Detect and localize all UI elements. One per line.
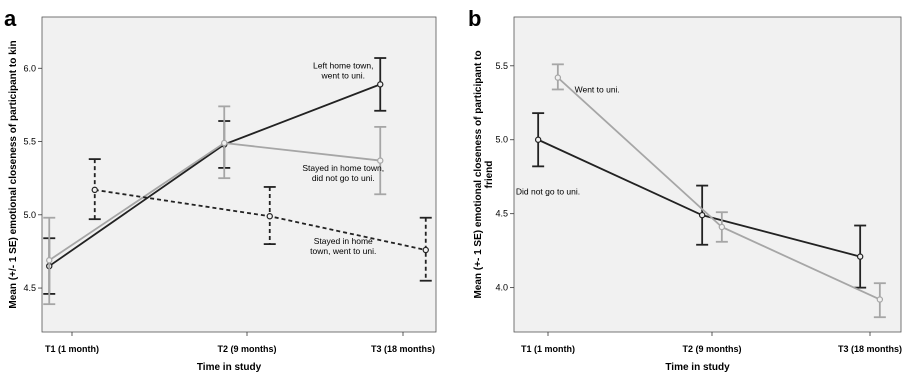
y-axis-title-line: friend — [484, 161, 495, 189]
data-point — [422, 246, 429, 254]
annotation: Stayed in home town, did not go to uni. — [302, 163, 384, 183]
x-tick-label: T2 (9 months) — [217, 344, 276, 354]
data-point — [698, 211, 706, 219]
data-point — [221, 139, 228, 147]
data-point — [856, 253, 864, 260]
annotation-line: Did not go to uni. — [516, 186, 580, 196]
data-point — [718, 223, 726, 231]
data-point — [554, 74, 562, 81]
y-tick-label: 5.5 — [23, 137, 36, 147]
annotation-line: did not go to uni. — [312, 173, 375, 183]
x-tick-label: T1 (1 month) — [45, 344, 99, 354]
data-point — [46, 257, 53, 264]
data-point — [534, 136, 542, 143]
y-axis-title: Mean (+/- 1 SE) emotional closeness of p… — [8, 40, 19, 308]
data-point — [377, 81, 384, 88]
annotation-line: Left home town, — [313, 60, 373, 70]
plot-area — [513, 16, 902, 333]
panel-b: b 4.0 4.5 5.0 5.5 T1 (1 month) T2 (9 months) T3… — [468, 6, 902, 373]
y-tick-label: 5.0 — [495, 135, 508, 145]
data-point — [377, 157, 384, 164]
annotation-line: town, went to uni. — [310, 246, 376, 256]
data-point — [91, 186, 98, 194]
annotation-line: Stayed in home — [314, 236, 373, 246]
x-tick-label: T3 (18 months) — [371, 344, 435, 354]
panel-letter: b — [468, 6, 481, 31]
annotation-line: Stayed in home town, — [302, 163, 384, 173]
y-tick-label: 4.5 — [23, 283, 36, 293]
annotation-line: Went to uni. — [575, 84, 620, 94]
plot-area — [41, 16, 437, 333]
data-point — [876, 296, 884, 303]
annotation: Stayed in home town, went to uni. — [310, 236, 376, 256]
y-tick-label: 4.5 — [495, 209, 508, 219]
x-axis-title: Time in study — [197, 362, 262, 373]
x-tick-label: T3 (18 months) — [838, 344, 902, 354]
x-tick-label: T2 (9 months) — [682, 344, 741, 354]
y-tick-label: 4.0 — [495, 283, 508, 293]
data-point — [266, 213, 273, 220]
x-tick-label: T1 (1 month) — [521, 344, 575, 354]
y-tick-label: 6.0 — [23, 63, 36, 73]
annotation: Went to uni. — [575, 84, 620, 94]
y-axis-title-line: Mean (+- 1 SE) emotional closeness of pa… — [473, 50, 484, 298]
panel-letter: a — [4, 6, 17, 31]
y-axis-title: Mean (+- 1 SE) emotional closeness of pa… — [473, 50, 495, 298]
annotation: Did not go to uni. — [516, 186, 580, 196]
x-axis-title: Time in study — [665, 362, 730, 373]
y-tick-label: 5.5 — [495, 61, 508, 71]
panel-a: a 4.5 5.0 5.5 6.0 T1 (1 month) T2 (9 months) T3… — [4, 6, 437, 373]
annotation-line: went to uni. — [321, 70, 365, 80]
y-tick-label: 5.0 — [23, 210, 36, 220]
annotation: Left home town, went to uni. — [313, 60, 373, 80]
